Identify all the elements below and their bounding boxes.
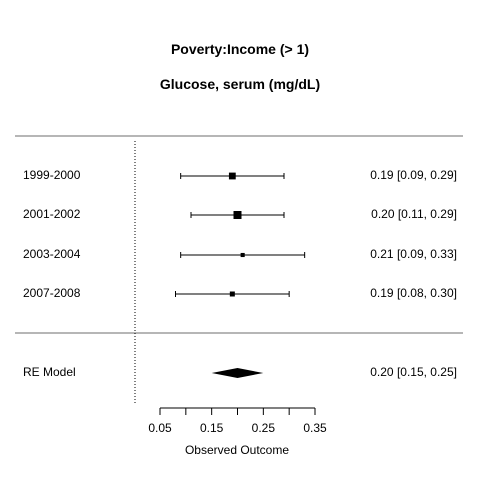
x-tick-label: 0.05: [148, 421, 172, 435]
study-label: 2003-2004: [23, 247, 81, 261]
x-axis-label: Observed Outcome: [185, 443, 289, 457]
study-estimate-text: 0.20 [0.11, 0.29]: [371, 207, 457, 221]
point-estimate-marker: [240, 252, 245, 258]
point-estimate-marker: [233, 211, 242, 219]
summary-label: RE Model: [23, 365, 76, 379]
x-tick-label: 0.25: [252, 421, 276, 435]
study-label: 2007-2008: [23, 286, 81, 300]
summary-estimate-text: 0.20 [0.15, 0.25]: [370, 365, 457, 379]
study-estimate-text: 0.19 [0.09, 0.29]: [370, 168, 457, 182]
study-label: 2001-2002: [23, 207, 81, 221]
point-estimate-marker: [229, 291, 235, 297]
study-label: 1999-2000: [23, 168, 81, 182]
study-estimate-text: 0.21 [0.09, 0.33]: [370, 247, 457, 261]
x-tick-label: 0.35: [303, 421, 327, 435]
point-estimate-marker: [228, 172, 236, 180]
study-estimate-text: 0.19 [0.08, 0.30]: [370, 286, 457, 300]
summary-diamond: [211, 368, 264, 378]
chart-subtitle: Glucose, serum (mg/dL): [159, 76, 321, 92]
chart-title: Poverty:Income (> 1): [170, 41, 310, 57]
x-tick-label: 0.15: [200, 421, 224, 435]
